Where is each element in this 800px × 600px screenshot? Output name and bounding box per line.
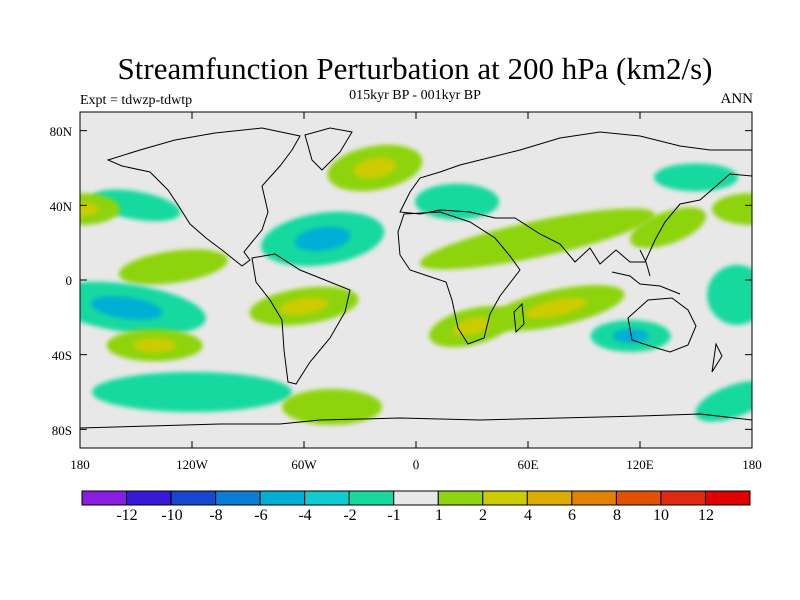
colorbar-label: 2 bbox=[479, 507, 487, 524]
axis-ticks bbox=[79, 112, 753, 448]
colorbar-swatch bbox=[81, 490, 128, 506]
colorbar-label: 6 bbox=[568, 507, 576, 524]
period-label: 015kyr BP - 001kyr BP bbox=[349, 88, 481, 103]
colorbar-label: 10 bbox=[653, 507, 669, 524]
lon-tick-label: 60E bbox=[517, 457, 539, 472]
lat-tick-label: 40N bbox=[49, 199, 72, 214]
contour-region bbox=[261, 211, 385, 267]
contour-fill bbox=[630, 207, 706, 249]
contour-core bbox=[90, 296, 163, 320]
coast-greenland bbox=[304, 127, 353, 171]
contour-region bbox=[590, 320, 671, 352]
colorbar-swatch bbox=[259, 490, 306, 506]
contour-fields bbox=[80, 144, 752, 425]
coast-eurasia bbox=[399, 131, 752, 265]
contour-core bbox=[353, 157, 397, 179]
colorbar-label: -12 bbox=[116, 507, 138, 524]
colorbar-label: -6 bbox=[254, 507, 268, 524]
lat-tick-label: 0 bbox=[65, 273, 73, 288]
lat-tick-label: 80N bbox=[49, 124, 72, 139]
coast-maritime-continent bbox=[611, 249, 681, 295]
contour-fill bbox=[695, 381, 752, 422]
contour-fill bbox=[282, 388, 382, 425]
contour-region bbox=[707, 264, 752, 325]
colorbar-swatch bbox=[170, 490, 217, 506]
colorbar-swatch bbox=[393, 490, 439, 506]
colorbar-swatch bbox=[704, 490, 751, 506]
lon-tick-label: 120E bbox=[626, 457, 654, 472]
coast-antarctica bbox=[80, 413, 752, 429]
contour-fill bbox=[654, 163, 738, 192]
contour-fill bbox=[415, 183, 500, 220]
contour-region bbox=[80, 193, 120, 226]
lat-tick-label: 80S bbox=[51, 423, 72, 438]
colorbar-swatch bbox=[660, 490, 706, 506]
contour-core bbox=[612, 328, 649, 344]
colorbar-label: -4 bbox=[298, 507, 312, 524]
coast-australia bbox=[627, 297, 697, 353]
colorbar-swatch bbox=[571, 490, 617, 506]
lat-tick-label: 40S bbox=[51, 348, 72, 363]
contour-fill bbox=[707, 264, 752, 325]
colorbar-swatch bbox=[526, 490, 573, 506]
contour-region bbox=[106, 329, 203, 362]
colorbar-label: -2 bbox=[343, 507, 357, 524]
contour-fill bbox=[118, 249, 228, 285]
contour-region bbox=[249, 286, 359, 326]
colorbar-swatch bbox=[126, 490, 172, 506]
contour-region bbox=[327, 144, 423, 192]
contour-core bbox=[294, 226, 351, 252]
colorbar-label: 4 bbox=[524, 507, 532, 524]
contour-region bbox=[695, 381, 752, 422]
contour-fill bbox=[419, 208, 655, 270]
contour-region bbox=[92, 372, 292, 412]
coast-south-america bbox=[251, 253, 351, 385]
contour-fill bbox=[712, 193, 752, 226]
lon-tick-label: 0 bbox=[412, 457, 420, 472]
coast-north-america bbox=[106, 127, 301, 267]
contour-core bbox=[525, 297, 587, 319]
contour-core bbox=[452, 317, 492, 336]
contour-fill bbox=[92, 372, 292, 412]
lon-tick-label: 120W bbox=[176, 457, 208, 472]
contour-core bbox=[279, 297, 329, 315]
colorbar bbox=[81, 490, 751, 506]
colorbar-swatch bbox=[215, 490, 261, 506]
colorbar-swatch bbox=[615, 490, 662, 506]
contour-region bbox=[415, 183, 500, 220]
colorbar-swatch bbox=[348, 490, 395, 506]
colorbar-swatch bbox=[437, 490, 484, 506]
chart-title: Streamfunction Perturbation at 200 hPa (… bbox=[117, 51, 713, 86]
contour-region bbox=[118, 249, 228, 285]
lon-tick-label: 180 bbox=[70, 457, 90, 472]
coast-madagascar bbox=[513, 302, 525, 334]
colorbar-label: -8 bbox=[209, 507, 223, 524]
experiment-label: Expt = tdwzp-tdwtp bbox=[80, 93, 193, 108]
coast-africa bbox=[397, 211, 521, 345]
contour-region bbox=[630, 207, 706, 249]
contour-region bbox=[419, 208, 655, 270]
colorbar-label: 1 bbox=[435, 507, 443, 524]
contour-region bbox=[80, 281, 206, 335]
colorbar-swatch bbox=[482, 490, 528, 506]
season-label: ANN bbox=[720, 91, 754, 107]
lon-tick-label: 180 bbox=[742, 457, 762, 472]
colorbar-swatch bbox=[304, 490, 350, 506]
contour-fill bbox=[80, 193, 120, 226]
colorbar-label: 8 bbox=[613, 507, 621, 524]
colorbar-label: -10 bbox=[161, 507, 183, 524]
contour-region bbox=[654, 163, 738, 192]
lon-tick-label: 60W bbox=[291, 457, 317, 472]
colorbar-label: -1 bbox=[387, 507, 401, 524]
coastlines bbox=[80, 127, 752, 429]
contour-region bbox=[282, 388, 382, 425]
contour-core bbox=[133, 338, 177, 353]
coast-new-zealand bbox=[711, 342, 723, 373]
contour-region bbox=[487, 285, 625, 331]
colorbar-label: 12 bbox=[698, 507, 714, 524]
